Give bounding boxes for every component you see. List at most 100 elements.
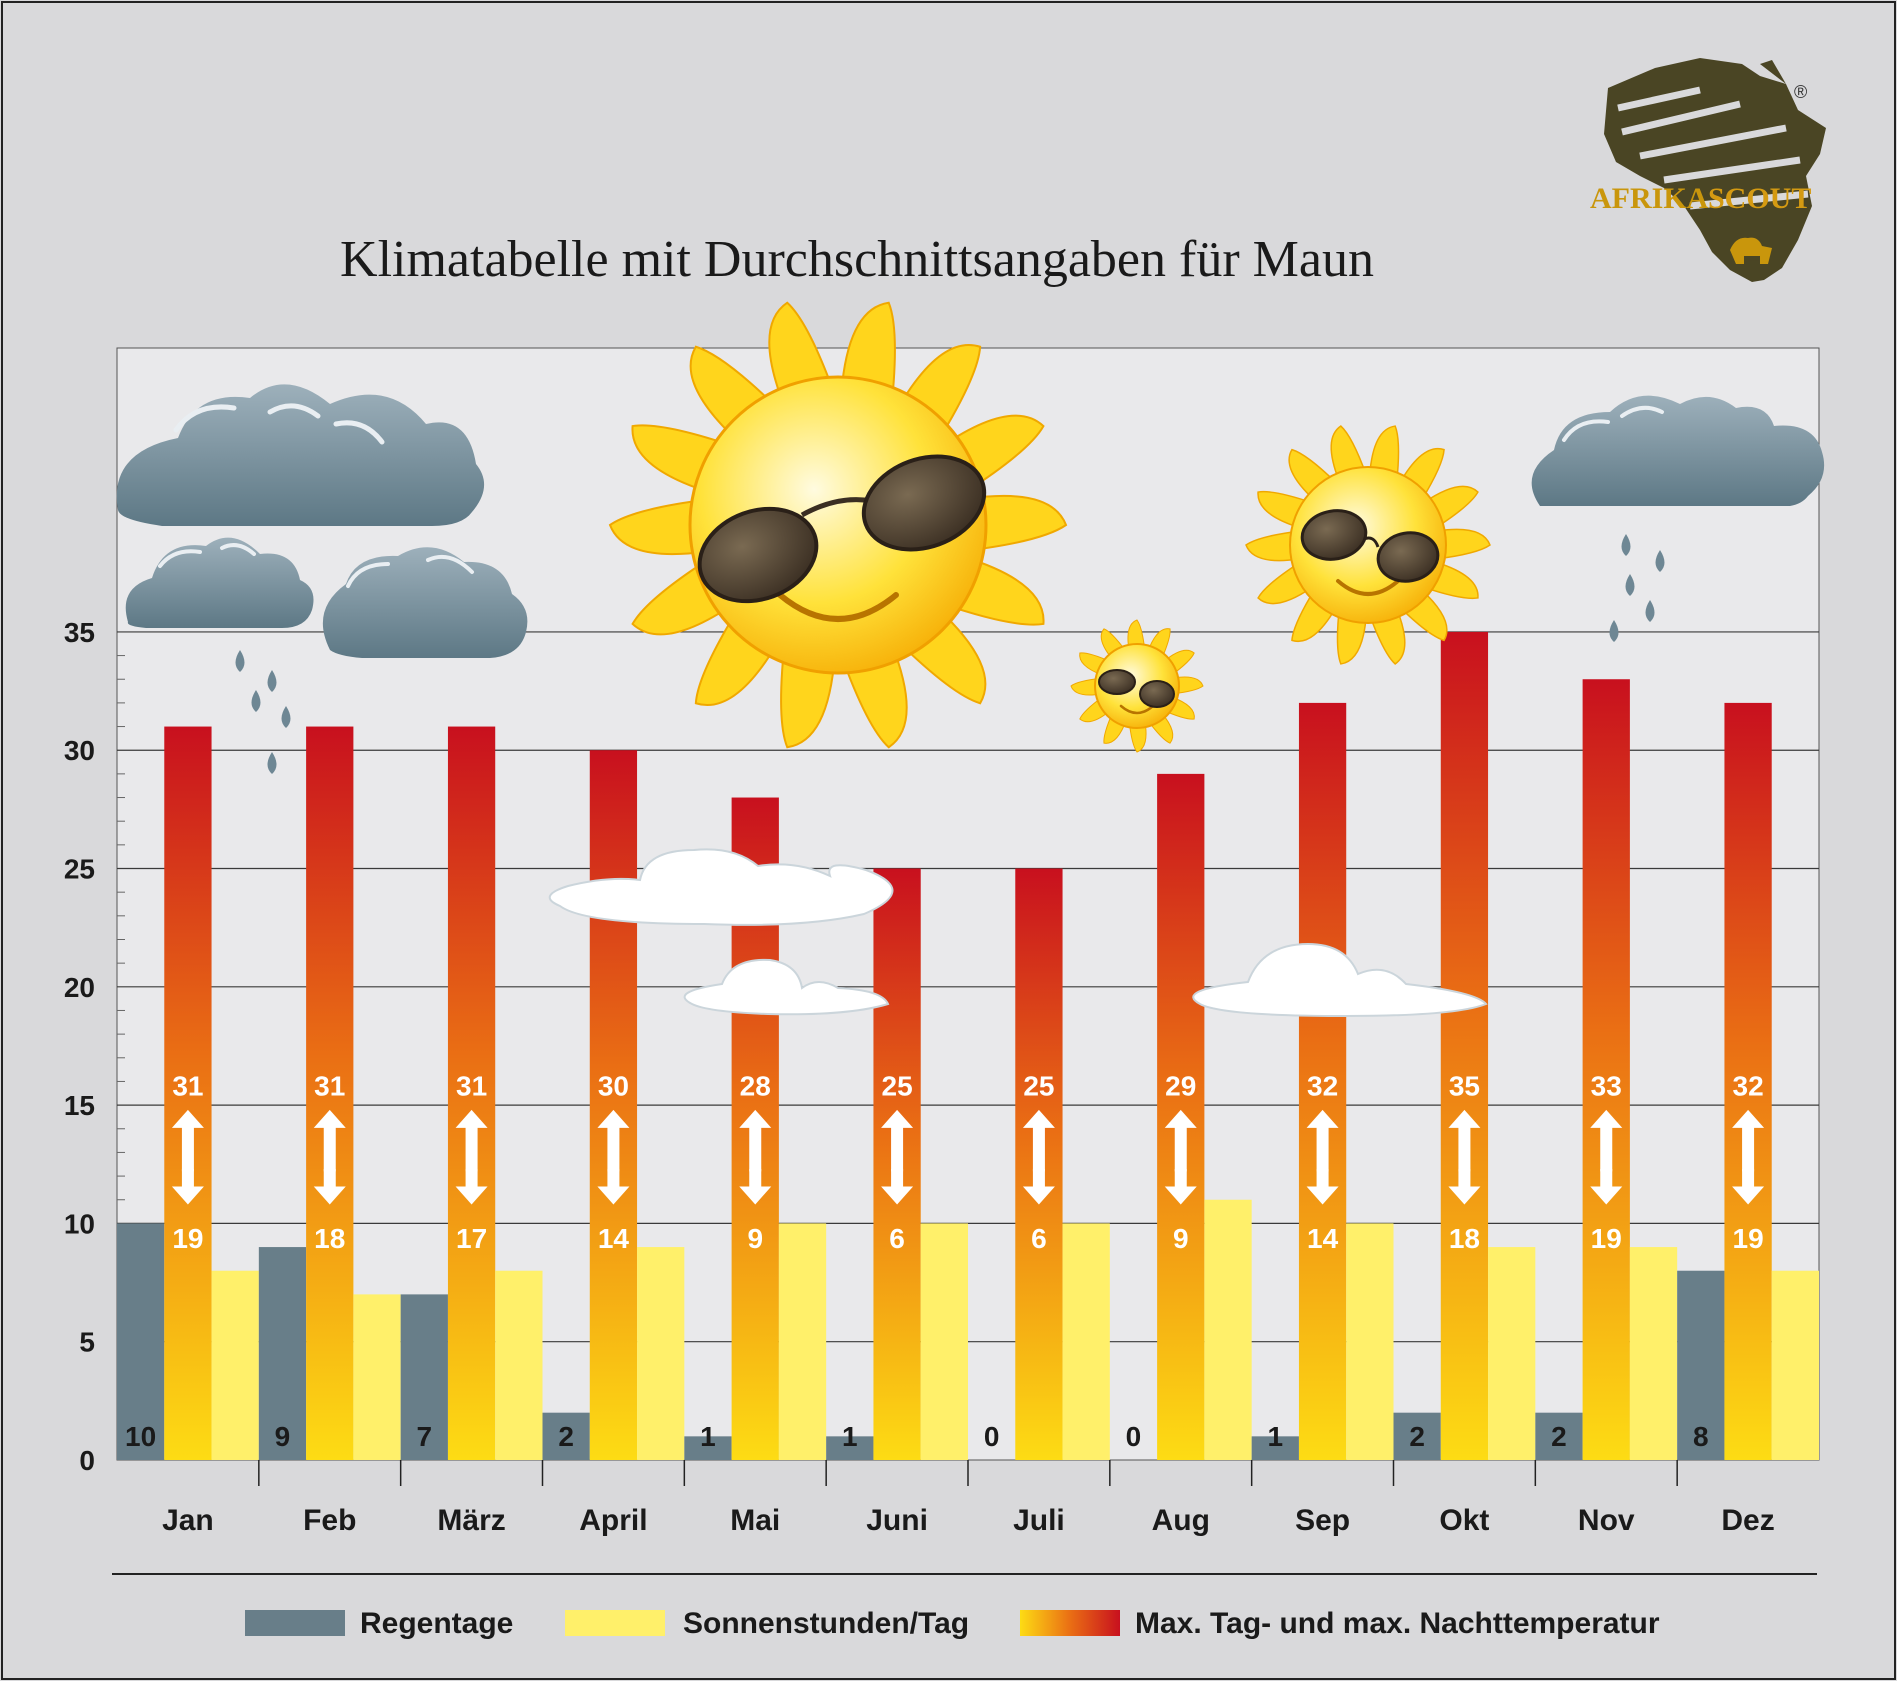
legend-swatch-temp [1020, 1610, 1120, 1636]
chart-title: Klimatabelle mit Durchschnittsangaben fü… [340, 231, 1374, 288]
max-day-temp-label: 31 [314, 1071, 345, 1102]
raindrop-icon [235, 650, 291, 774]
arrow-up-icon [881, 1109, 914, 1172]
sunshine-bar [495, 1270, 543, 1460]
temperature-bar [1724, 702, 1772, 1460]
legend-label-rain: Regentage [360, 1607, 513, 1640]
max-night-temp-label: 9 [747, 1223, 763, 1254]
month-group: 1 25 6 [826, 868, 968, 1460]
max-day-temp-label: 29 [1165, 1071, 1196, 1102]
sunshine-bar [920, 1223, 968, 1460]
arrow-up-icon [455, 1109, 488, 1172]
max-night-temp-label: 18 [1449, 1223, 1480, 1254]
x-tick-label: Juli [1013, 1504, 1065, 1537]
temperature-bar [1582, 679, 1630, 1460]
rain-days-bar [542, 1412, 590, 1460]
arrow-up-icon [171, 1109, 204, 1172]
x-tick-label: Sep [1295, 1504, 1350, 1537]
rain-days-bar [826, 1436, 874, 1460]
sunglasses-icon [1300, 509, 1440, 583]
y-tick-label: 5 [79, 1327, 95, 1358]
legend-swatch-sun [565, 1610, 665, 1636]
afrikascout-logo: AFRIKA SCOUT ® [1590, 58, 1826, 282]
x-tick-label: Juni [866, 1504, 928, 1537]
month-group: 2 33 19 [1535, 679, 1678, 1460]
sun-icon [1070, 619, 1204, 753]
month-group: 7 31 17 [400, 726, 543, 1460]
arrow-down-icon [739, 1168, 772, 1205]
arrow-down-icon [313, 1168, 346, 1205]
legend-swatch-rain [245, 1610, 345, 1636]
y-tick-label: 20 [64, 972, 95, 1003]
max-day-temp-label: 35 [1449, 1071, 1480, 1102]
max-night-temp-label: 19 [172, 1223, 203, 1254]
temperature-bar [306, 726, 354, 1460]
x-tick-label: Nov [1578, 1504, 1635, 1537]
legend-label-sun: Sonnenstunden/Tag [683, 1607, 969, 1640]
sunshine-bar [1204, 1199, 1252, 1460]
x-tick-label: März [437, 1504, 505, 1537]
max-day-temp-label: 32 [1733, 1071, 1764, 1102]
max-day-temp-label: 33 [1591, 1071, 1622, 1102]
rain-days-label: 9 [275, 1421, 291, 1452]
rain-cloud-icon [116, 384, 485, 526]
sunshine-bar [1346, 1223, 1394, 1460]
x-axis-labels: Jan Feb März April Mai Juni Juli Aug Sep Okt Nov De… [162, 1504, 1775, 1537]
rain-cloud-icon [1531, 395, 1825, 506]
rain-cloud-icon [125, 537, 314, 628]
sunshine-bar [353, 1294, 401, 1460]
sunshine-bar [211, 1270, 259, 1460]
x-axis-ticks [258, 1460, 1678, 1486]
max-night-temp-label: 6 [889, 1223, 905, 1254]
x-tick-label: Mai [730, 1504, 780, 1537]
arrow-up-icon [597, 1109, 630, 1172]
month-group: 8 32 19 [1677, 702, 1819, 1460]
logo-text-afrika: AFRIKA [1590, 182, 1709, 215]
x-tick-label: April [579, 1504, 647, 1537]
max-day-temp-label: 30 [598, 1071, 629, 1102]
month-group: 2 30 14 [542, 750, 685, 1460]
bars: 1031199311873117230141289125602560299132… [117, 631, 1819, 1460]
max-day-temp-label: 25 [882, 1071, 913, 1102]
max-night-temp-label: 9 [1173, 1223, 1189, 1254]
max-night-temp-label: 19 [1591, 1223, 1622, 1254]
sunshine-bar [778, 1223, 827, 1460]
arrow-up-icon [739, 1109, 772, 1172]
rain-days-label: 1 [700, 1421, 716, 1452]
max-night-temp-label: 19 [1733, 1223, 1764, 1254]
temperature-bar [1440, 631, 1489, 1460]
y-tick-label: 30 [64, 735, 95, 766]
sunglasses-icon [1098, 669, 1175, 708]
month-group: 0 29 9 [1126, 773, 1252, 1460]
y-tick-label: 25 [64, 854, 95, 885]
max-day-temp-label: 25 [1023, 1071, 1054, 1102]
rain-days-label: 1 [1268, 1421, 1284, 1452]
sunshine-bar [1062, 1223, 1110, 1460]
temperature-bar [447, 726, 496, 1460]
month-group: 9 31 18 [258, 726, 401, 1460]
rain-days-bar [1677, 1270, 1725, 1460]
arrow-down-icon [1022, 1168, 1055, 1205]
arrow-down-icon [1306, 1168, 1339, 1205]
y-tick-label: 35 [64, 617, 95, 648]
rain-days-bar [1393, 1412, 1441, 1460]
x-tick-label: Jan [162, 1504, 214, 1537]
arrow-up-icon [1590, 1109, 1623, 1172]
arrow-up-icon [1306, 1109, 1339, 1172]
sun-icon [1245, 425, 1491, 665]
arrow-down-icon [1164, 1168, 1197, 1205]
y-tick-label: 10 [64, 1208, 95, 1239]
legend: Regentage Sonnenstunden/Tag Max. Tag- und … [245, 1607, 1660, 1640]
arrow-down-icon [1448, 1168, 1481, 1205]
arrow-up-icon [1732, 1109, 1765, 1172]
x-tick-label: Okt [1439, 1504, 1489, 1537]
rain-days-bar [117, 1223, 165, 1460]
rain-days-bar [400, 1294, 448, 1460]
sunshine-bar [637, 1247, 685, 1460]
rain-cloud-icon [322, 547, 528, 658]
arrow-down-icon [1590, 1168, 1623, 1205]
lion-icon [1730, 237, 1772, 264]
arrow-up-icon [1022, 1109, 1055, 1172]
rain-days-bar [684, 1436, 732, 1460]
rain-days-label: 2 [1551, 1421, 1567, 1452]
